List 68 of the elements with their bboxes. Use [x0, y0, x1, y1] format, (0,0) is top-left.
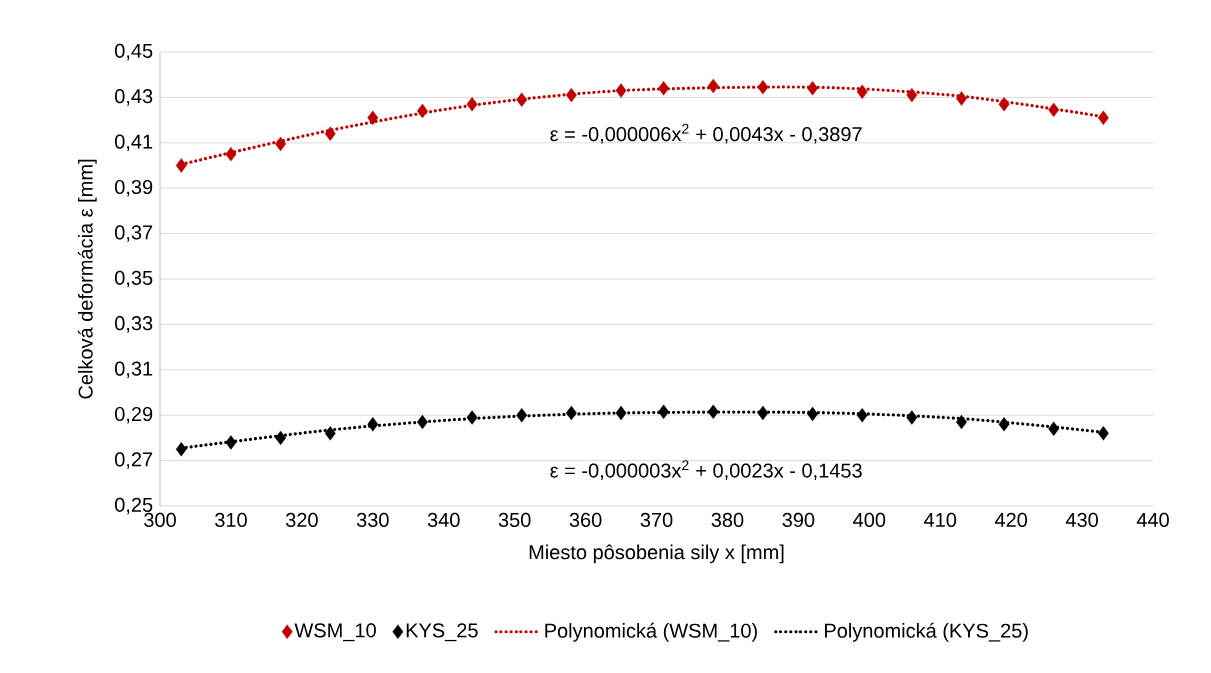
x-tick-label: 440 [1136, 512, 1169, 528]
y-tick-label: 0,41 [115, 134, 153, 152]
point [615, 405, 627, 421]
x-tick-label: 320 [285, 512, 318, 528]
y-tick-label: 0,39 [115, 179, 153, 197]
point [707, 404, 719, 419]
point [565, 405, 577, 421]
point [367, 417, 379, 432]
point [225, 435, 237, 450]
point [906, 410, 918, 425]
point [516, 408, 528, 423]
point [275, 430, 287, 446]
annotation: ε = -0,000003x$^{2}$ + 0,0023x - 0,1453 [550, 460, 862, 481]
point [175, 442, 187, 457]
point [466, 410, 478, 425]
legend-label: KYS_25 [406, 623, 478, 642]
x-tick-label: 330 [356, 512, 389, 528]
x-tick-label: 350 [498, 512, 531, 528]
y-axis-title: Celková deformácia ε [mm] [77, 159, 97, 399]
point [324, 126, 336, 141]
y-tick-label: 0,35 [115, 270, 153, 288]
legend-label: Polynomická (KYS_25) [825, 622, 1028, 642]
y-tick-label: 0,43 [115, 89, 153, 106]
legend-label: WSM_10 [294, 623, 376, 642]
point [1048, 421, 1060, 436]
y-tick-label: 0,33 [115, 316, 153, 333]
point [757, 80, 769, 95]
y-tick-label: 0,29 [115, 406, 153, 424]
point [1048, 102, 1060, 118]
x-tick-label: 340 [427, 512, 460, 528]
point [175, 158, 187, 173]
point [906, 87, 918, 103]
x-tick-label: 430 [1065, 512, 1098, 528]
x-tick-label: 370 [640, 512, 673, 528]
x-tick-label: 380 [711, 512, 744, 528]
y-tick-label: 0,27 [115, 452, 153, 469]
point [275, 136, 287, 152]
x-axis-title: Miesto pôsobenia sily x [mm] [529, 544, 784, 564]
point [1097, 110, 1109, 125]
point [707, 78, 719, 94]
point [466, 97, 478, 112]
point [615, 83, 627, 98]
y-tick-label: 0,37 [115, 225, 153, 242]
point [956, 91, 967, 106]
point [856, 408, 868, 423]
annotation: ε = -0,000006x$^{2}$ + 0,0043x - 0,3897 [550, 123, 862, 144]
x-tick-label: 410 [924, 512, 957, 528]
point [807, 81, 818, 96]
point [998, 417, 1010, 432]
point [516, 92, 528, 107]
y-tick-label: 0,31 [115, 361, 153, 379]
x-tick-label: 420 [994, 512, 1028, 528]
y-tick-label: 0,45 [115, 43, 153, 61]
point [658, 81, 670, 96]
point [658, 404, 670, 419]
point [757, 405, 769, 421]
x-tick-label: 360 [569, 512, 602, 528]
legend-label: Polynomická (WSM_10) [545, 622, 757, 642]
x-tick-label: 390 [782, 512, 815, 528]
point [565, 87, 577, 103]
point [1097, 426, 1109, 441]
point [324, 426, 336, 441]
point [367, 110, 379, 125]
x-tick-label: 400 [853, 512, 886, 528]
point [998, 97, 1010, 112]
x-tick-label: 310 [215, 512, 247, 528]
point [225, 146, 237, 162]
point [856, 84, 868, 99]
